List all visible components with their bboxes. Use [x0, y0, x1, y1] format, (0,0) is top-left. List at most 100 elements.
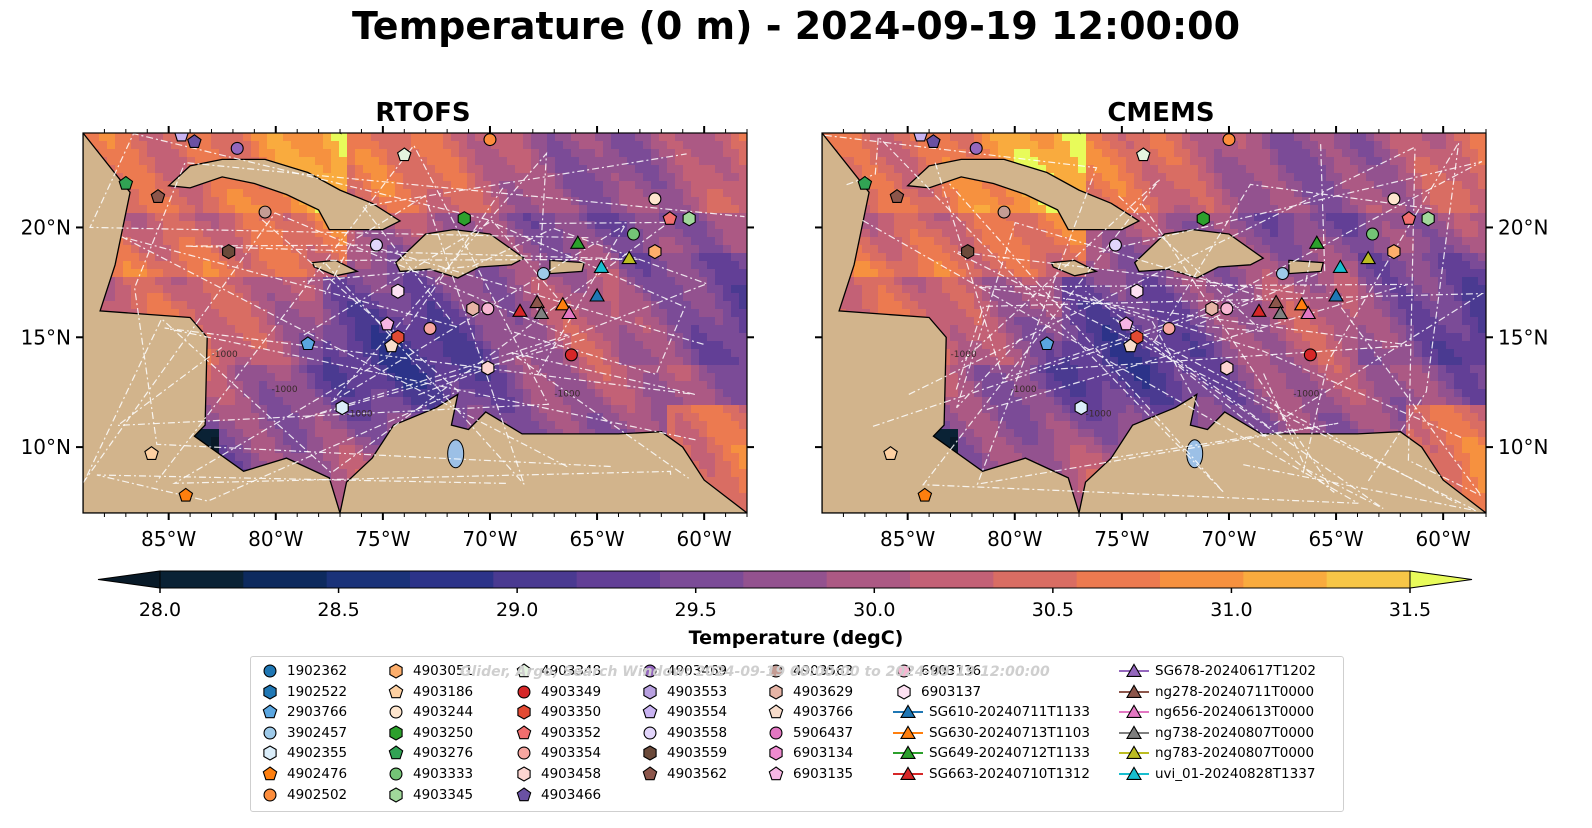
legend-entry: 4903276: [385, 743, 473, 763]
obs-marker-4903466: [926, 134, 941, 148]
obs-marker-4902476: [917, 487, 933, 502]
legend-marker: [643, 664, 657, 678]
legend-label: 6903137: [921, 683, 982, 700]
legend-marker-icon: [516, 725, 532, 740]
eez-boundary: [1141, 183, 1432, 493]
legend-marker-icon: [1119, 704, 1149, 719]
legend-entry: 4903554: [639, 702, 727, 722]
colorbar-bin: [410, 571, 494, 588]
legend-marker: [389, 725, 403, 741]
obs-marker-4903558: [369, 238, 383, 252]
eez-boundary: [83, 212, 585, 484]
legend-marker-icon: [1119, 766, 1149, 780]
legend-marker: [388, 745, 404, 760]
contour-label: -1000: [554, 390, 580, 400]
lat-tick-label: 10°N: [1498, 435, 1548, 459]
legend-marker-icon: [643, 726, 657, 740]
lake-maracaibo: [447, 439, 465, 469]
obs-marker-4903345: [1421, 211, 1435, 227]
eez-boundary: [96, 217, 506, 502]
legend-marker: [900, 704, 916, 719]
obs-marker-ng278-20240711T0000: [1268, 294, 1285, 309]
legend-entry: SG678-20240617T1202: [1119, 661, 1316, 681]
eez-boundary: [121, 153, 687, 468]
legend-entry: 6903135: [765, 764, 853, 784]
obs-marker-4903559: [961, 243, 975, 260]
obs-marker-3902457: [537, 267, 551, 281]
contour-label: -1000: [1010, 385, 1036, 395]
legend-marker-icon: [897, 683, 911, 700]
obs-marker-ng656-20240613T0000: [561, 305, 578, 320]
obs-marker-ng278-20240711T0000: [529, 294, 546, 309]
legend-marker-icon: [263, 664, 277, 678]
legend-marker: [769, 726, 783, 740]
legend-entry: 4903466: [513, 785, 601, 805]
obs-marker-4903558: [1108, 238, 1122, 252]
lon-tick-label: 65°W: [569, 527, 624, 551]
obs-marker-4903354: [423, 321, 437, 335]
legend-marker: [1126, 725, 1142, 739]
legend-marker: [1126, 683, 1142, 698]
legend-entry: 4903352: [513, 723, 601, 743]
obs-marker-4903563: [997, 205, 1011, 219]
legend-marker: [263, 664, 277, 678]
colorbar-bin: [993, 571, 1078, 588]
obs-marker-4903352: [1401, 211, 1417, 225]
legend-marker: [263, 745, 277, 762]
legend-label: SG663-20240710T1312: [929, 766, 1090, 782]
legend-marker-icon: [389, 725, 403, 741]
obs-marker-ng783-20240807T0000: [621, 250, 638, 265]
colorbar-tick-label: 29.0: [496, 599, 538, 621]
obs-marker-4903766: [384, 338, 399, 353]
eez-boundary: [184, 244, 706, 346]
legend-entry: 2903766: [259, 702, 347, 722]
obs-marker-4903562: [889, 189, 905, 203]
obs-marker-4903354: [1162, 321, 1176, 335]
legend-label: 4903352: [541, 724, 602, 741]
legend-marker: [388, 683, 404, 698]
legend-marker: [389, 767, 403, 781]
legend-marker-icon: [1119, 663, 1149, 677]
obs-marker-4903276: [118, 175, 134, 190]
eez-boundary: [862, 178, 1359, 504]
land-hispaniola: [394, 228, 526, 279]
legend-marker: [517, 704, 531, 720]
legend-entry: ng783-20240807T0000: [1119, 743, 1314, 763]
legend-marker-icon: [1119, 745, 1149, 760]
legend-marker: [1126, 745, 1142, 760]
legend-marker: [517, 766, 531, 782]
legend-entry: 4903562: [639, 764, 727, 784]
legend-marker: [1126, 766, 1142, 780]
colorbar-tick-label: 28.0: [139, 599, 181, 621]
legend-label: 4903051: [413, 663, 474, 679]
obs-marker-6903135: [379, 316, 395, 331]
legend-label: 4903354: [541, 745, 602, 762]
figure-title: Temperature (0 m) - 2024-09-19 12:00:00: [351, 4, 1241, 48]
obs-marker-4903250: [1196, 211, 1210, 227]
colorbar-under-arrow: [97, 570, 161, 589]
legend-marker: [516, 725, 532, 740]
eez-boundary: [84, 221, 671, 481]
legend-label: 4902476: [287, 766, 348, 782]
obs-marker-6903137: [1130, 283, 1144, 299]
legend-marker-icon: [262, 766, 278, 781]
legend-marker-icon: [897, 664, 911, 678]
legend-entry: SG663-20240710T1312: [893, 764, 1090, 784]
colorbar-bin: [826, 571, 911, 588]
eez-boundary: [824, 134, 1339, 485]
legend-marker-icon: [642, 766, 658, 781]
legend-entry: ng278-20240711T0000: [1119, 682, 1314, 702]
legend-marker: [263, 788, 277, 802]
eez-boundary: [953, 250, 1477, 512]
obs-marker-4903562: [150, 189, 166, 203]
legend-marker-icon: [389, 786, 403, 803]
legend-marker-icon: [893, 766, 923, 780]
legend-marker-icon: [263, 683, 277, 700]
colorbar-label: Temperature (degC): [688, 627, 904, 649]
legend-marker: [643, 745, 657, 762]
eez-boundary: [977, 283, 1412, 411]
legend-marker-icon: [643, 664, 657, 678]
legend-label: SG678-20240617T1202: [1155, 663, 1316, 679]
legend-label: 2903766: [287, 704, 348, 721]
eez-boundary: [172, 187, 672, 484]
